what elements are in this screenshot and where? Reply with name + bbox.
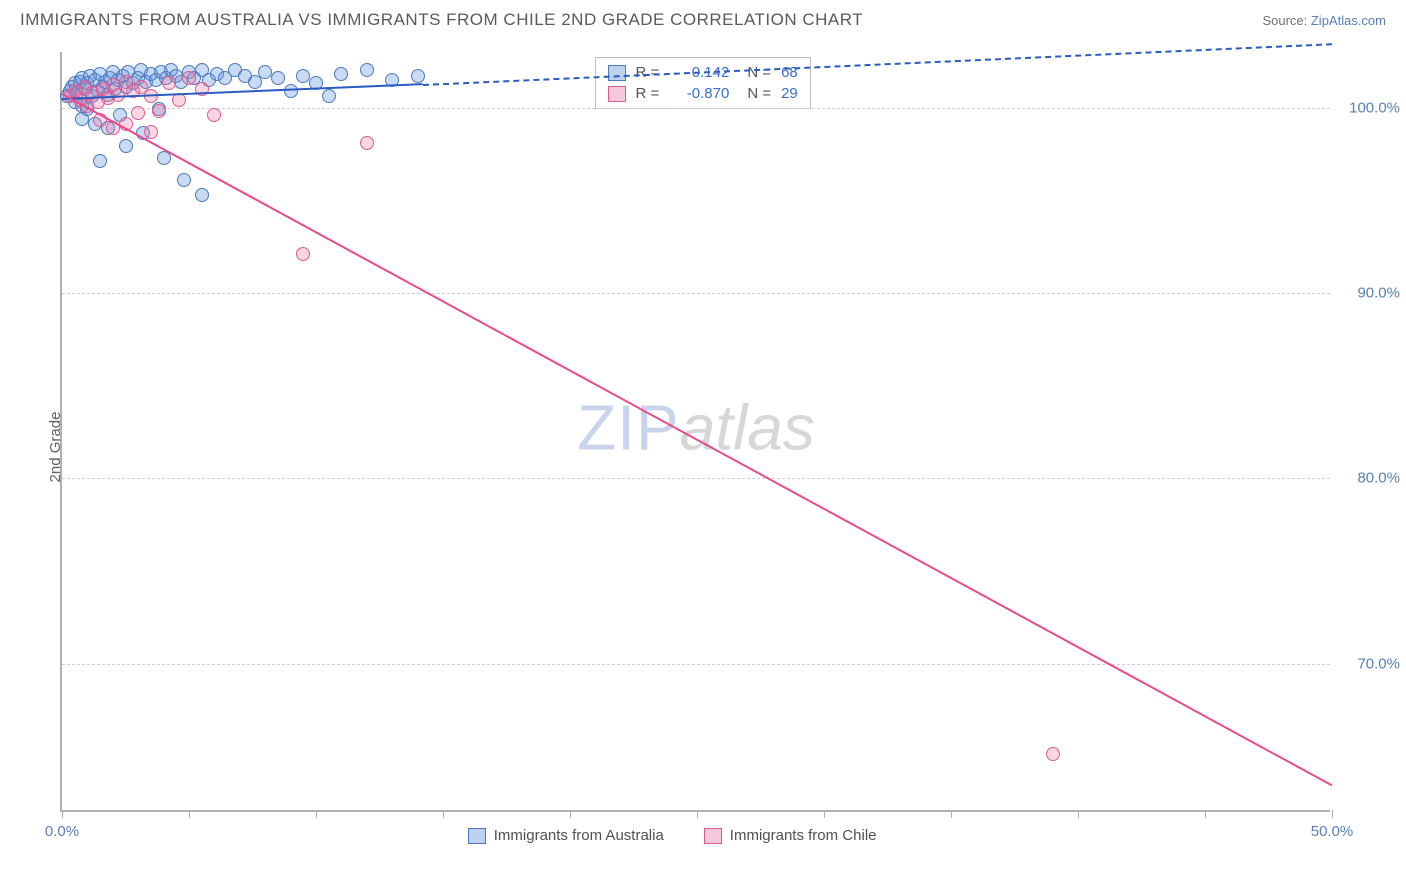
x-tick (1078, 810, 1079, 818)
source-prefix: Source: (1262, 13, 1310, 28)
data-point (93, 154, 107, 168)
x-tick (951, 810, 952, 818)
series-legend: Immigrants from Australia Immigrants from… (468, 827, 877, 844)
series-name: Immigrants from Chile (730, 827, 877, 844)
data-point (131, 106, 145, 120)
data-point (322, 89, 336, 103)
series-legend-item: Immigrants from Australia (468, 827, 664, 844)
data-point (119, 139, 133, 153)
legend-swatch (608, 86, 626, 102)
source-attribution: Source: ZipAtlas.com (1262, 13, 1386, 28)
gridline (62, 478, 1330, 479)
trend-line (62, 93, 1333, 786)
data-point (162, 76, 176, 90)
chart-container: 2nd Grade ZIPatlas R =0.142N =68R =-0.87… (20, 42, 1386, 852)
x-tick (697, 810, 698, 818)
x-tick-label: 0.0% (45, 823, 79, 840)
legend-swatch (704, 828, 722, 844)
data-point (182, 71, 196, 85)
r-value: -0.870 (669, 85, 729, 102)
r-label: R = (636, 85, 660, 102)
data-point (360, 136, 374, 150)
n-value: 29 (781, 85, 798, 102)
x-tick (1332, 810, 1333, 818)
x-tick (570, 810, 571, 818)
x-tick (824, 810, 825, 818)
watermark-atlas: atlas (680, 391, 815, 463)
y-tick-label: 80.0% (1340, 470, 1400, 487)
legend-swatch (468, 828, 486, 844)
x-tick (443, 810, 444, 818)
trend-line (423, 43, 1332, 86)
legend-row: R = -0.870 N = 29 (608, 83, 798, 104)
x-tick-label: 50.0% (1311, 823, 1354, 840)
series-name: Immigrants from Australia (494, 827, 664, 844)
data-point (207, 108, 221, 122)
gridline (62, 664, 1330, 665)
correlation-legend: R =0.142N =68R =-0.870N =29 (595, 57, 811, 109)
gridline (62, 293, 1330, 294)
y-tick-label: 90.0% (1340, 284, 1400, 301)
legend-swatch (608, 65, 626, 81)
chart-title: IMMIGRANTS FROM AUSTRALIA VS IMMIGRANTS … (20, 10, 863, 30)
y-tick-label: 70.0% (1340, 655, 1400, 672)
data-point (296, 247, 310, 261)
n-label: N = (747, 85, 771, 102)
data-point (334, 67, 348, 81)
n-label: N = (747, 64, 771, 81)
watermark: ZIPatlas (577, 390, 815, 464)
series-legend-item: Immigrants from Chile (704, 827, 877, 844)
data-point (271, 71, 285, 85)
r-label: R = (636, 64, 660, 81)
data-point (195, 188, 209, 202)
y-tick-label: 100.0% (1340, 99, 1400, 116)
data-point (360, 63, 374, 77)
data-point (177, 173, 191, 187)
x-tick (316, 810, 317, 818)
gridline (62, 108, 1330, 109)
data-point (411, 69, 425, 83)
x-tick (189, 810, 190, 818)
source-link[interactable]: ZipAtlas.com (1311, 13, 1386, 28)
chart-header: IMMIGRANTS FROM AUSTRALIA VS IMMIGRANTS … (0, 0, 1406, 38)
x-tick (62, 810, 63, 818)
data-point (144, 125, 158, 139)
data-point (152, 104, 166, 118)
plot-area: ZIPatlas R =0.142N =68R =-0.870N =29 Imm… (60, 52, 1330, 812)
data-point (1046, 747, 1060, 761)
x-tick (1205, 810, 1206, 818)
